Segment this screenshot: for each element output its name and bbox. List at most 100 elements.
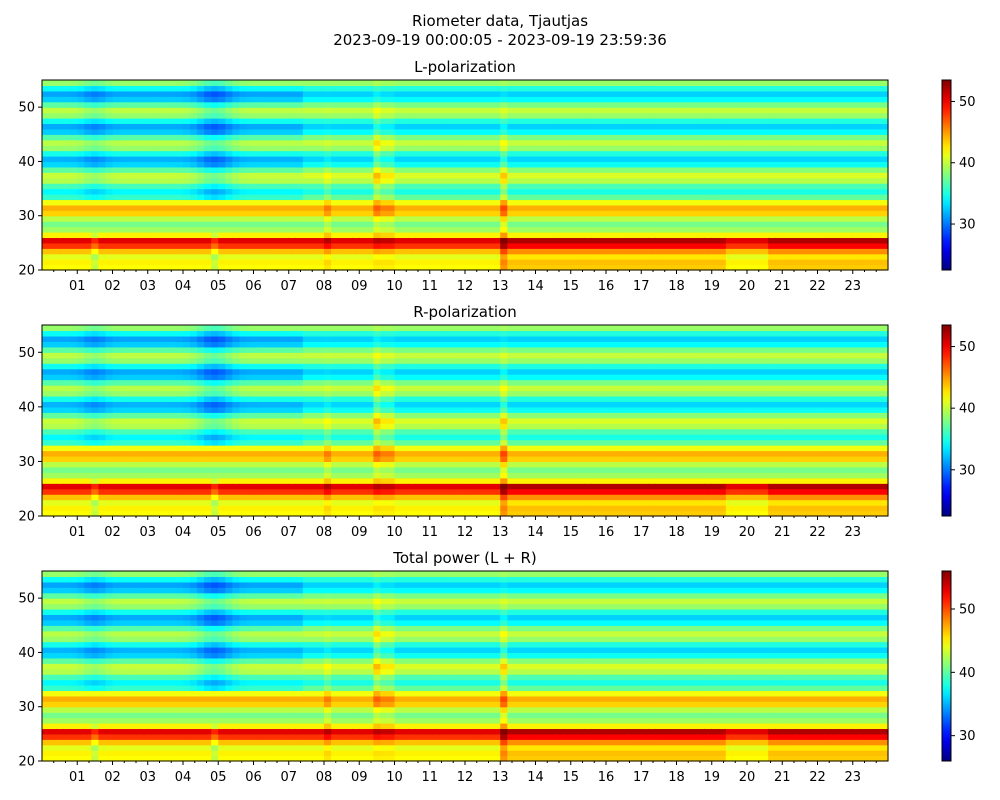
colorbar-tick-label: 40 <box>959 666 976 681</box>
y-tick-label: 20 <box>18 264 35 279</box>
colorbar-tick-label: 30 <box>959 729 976 744</box>
x-tick-label: 22 <box>809 770 826 785</box>
x-tick-label: 23 <box>844 525 861 540</box>
y-tick-label: 50 <box>18 101 35 116</box>
panel-title: R-polarization <box>413 303 516 321</box>
x-tick-label: 21 <box>774 525 791 540</box>
x-tick-label: 04 <box>175 770 192 785</box>
x-tick-label: 01 <box>69 770 86 785</box>
x-tick-label: 18 <box>668 279 685 294</box>
y-tick-label: 40 <box>18 400 35 415</box>
x-tick-label: 11 <box>421 770 438 785</box>
x-tick-label: 22 <box>809 525 826 540</box>
x-tick-label: 16 <box>598 279 615 294</box>
colorbar-tick-label: 50 <box>959 95 976 110</box>
y-tick-label: 30 <box>18 455 35 470</box>
colorbar-gradient <box>941 79 952 271</box>
x-tick-label: 07 <box>280 770 297 785</box>
x-tick-label: 19 <box>703 770 720 785</box>
x-tick-label: 03 <box>139 770 156 785</box>
x-tick-label: 14 <box>527 525 544 540</box>
colorbar-tick-label: 30 <box>959 463 976 478</box>
y-tick-label: 20 <box>18 755 35 770</box>
colorbar-tick-label: 50 <box>959 340 976 355</box>
x-tick-label: 21 <box>774 770 791 785</box>
panel-title: L-polarization <box>414 58 516 76</box>
x-tick-label: 05 <box>210 770 227 785</box>
colorbar-tick-label: 30 <box>959 218 976 233</box>
x-tick-label: 12 <box>457 770 474 785</box>
y-tick-label: 40 <box>18 646 35 661</box>
x-tick-label: 05 <box>210 279 227 294</box>
x-tick-label: 16 <box>598 770 615 785</box>
y-tick-label: 40 <box>18 155 35 170</box>
colorbar: 30 40 50 <box>941 570 976 762</box>
figure-title-line2: 2023-09-19 00:00:05 - 2023-09-19 23:59:3… <box>333 31 667 49</box>
x-tick-label: 15 <box>562 279 579 294</box>
figure-title-line1: Riometer data, Tjautjas <box>411 12 589 30</box>
x-tick-label: 10 <box>386 525 403 540</box>
y-tick-label: 30 <box>18 209 35 224</box>
y-tick-label: 20 <box>18 510 35 525</box>
x-tick-label: 13 <box>492 279 509 294</box>
x-tick-label: 06 <box>245 525 262 540</box>
x-tick-label: 04 <box>175 525 192 540</box>
colorbar: 30 40 50 <box>941 79 976 271</box>
x-tick-label: 18 <box>668 770 685 785</box>
x-tick-label: 17 <box>633 279 650 294</box>
y-tick-label: 30 <box>18 700 35 715</box>
x-tick-label: 02 <box>104 279 121 294</box>
x-tick-label: 17 <box>633 770 650 785</box>
x-tick-label: 04 <box>175 279 192 294</box>
panel-title: Total power (L + R) <box>392 549 537 567</box>
x-tick-label: 22 <box>809 279 826 294</box>
colorbar-gradient <box>941 570 952 762</box>
x-tick-label: 16 <box>598 525 615 540</box>
x-tick-label: 01 <box>69 279 86 294</box>
y-tick-label: 50 <box>18 346 35 361</box>
heatmap-image <box>42 80 889 271</box>
x-tick-label: 13 <box>492 770 509 785</box>
x-tick-label: 21 <box>774 279 791 294</box>
x-tick-label: 02 <box>104 525 121 540</box>
x-tick-label: 08 <box>316 770 333 785</box>
x-tick-label: 20 <box>739 770 756 785</box>
x-tick-label: 15 <box>562 770 579 785</box>
x-tick-label: 07 <box>280 525 297 540</box>
x-tick-label: 15 <box>562 525 579 540</box>
colorbar-gradient <box>941 324 952 517</box>
x-tick-label: 12 <box>457 279 474 294</box>
x-tick-label: 11 <box>421 525 438 540</box>
x-tick-label: 20 <box>739 525 756 540</box>
x-tick-label: 09 <box>351 770 368 785</box>
heatmap-image <box>42 571 889 762</box>
x-tick-label: 20 <box>739 279 756 294</box>
x-tick-label: 10 <box>386 279 403 294</box>
x-tick-label: 03 <box>139 279 156 294</box>
x-tick-label: 08 <box>316 279 333 294</box>
x-tick-label: 01 <box>69 525 86 540</box>
x-tick-label: 13 <box>492 525 509 540</box>
colorbar-tick-label: 40 <box>959 402 976 417</box>
panel-2: R-polarization 20 30 40 50 01 02 03 04 05 06 07 08 09… <box>18 303 975 540</box>
heatmap-image <box>42 325 889 517</box>
x-tick-label: 06 <box>245 770 262 785</box>
figure-title: Riometer data, Tjautjas 2023-09-19 00:00… <box>0 12 1000 50</box>
x-tick-label: 07 <box>280 279 297 294</box>
x-tick-label: 09 <box>351 525 368 540</box>
x-tick-label: 02 <box>104 770 121 785</box>
colorbar: 30 40 50 <box>941 324 976 517</box>
x-tick-label: 03 <box>139 525 156 540</box>
x-tick-label: 23 <box>844 770 861 785</box>
x-tick-label: 12 <box>457 525 474 540</box>
x-tick-label: 11 <box>421 279 438 294</box>
panel-1: L-polarization 20 30 40 50 01 02 03 04 05 06 07 08 09… <box>18 58 975 294</box>
x-tick-label: 14 <box>527 770 544 785</box>
x-tick-label: 14 <box>527 279 544 294</box>
x-tick-label: 06 <box>245 279 262 294</box>
panel-3: Total power (L + R) 20 30 40 50 01 02 03 04 05 06 0… <box>18 549 975 785</box>
x-tick-label: 23 <box>844 279 861 294</box>
y-tick-label: 50 <box>18 592 35 607</box>
colorbar-tick-label: 40 <box>959 156 976 171</box>
